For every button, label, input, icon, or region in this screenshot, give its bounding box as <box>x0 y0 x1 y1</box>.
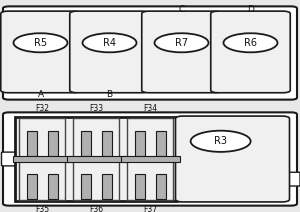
Bar <box>156 174 166 199</box>
Bar <box>135 174 145 199</box>
Bar <box>135 131 145 156</box>
Text: F32: F32 <box>35 105 49 113</box>
FancyBboxPatch shape <box>1 11 80 93</box>
Bar <box>19 118 65 200</box>
Text: D: D <box>247 5 254 14</box>
Text: R6: R6 <box>244 38 257 48</box>
Bar <box>27 131 37 156</box>
Bar <box>81 174 91 199</box>
Circle shape <box>82 33 136 52</box>
FancyBboxPatch shape <box>285 172 300 186</box>
Bar <box>73 118 119 200</box>
Text: F34: F34 <box>143 105 157 113</box>
FancyBboxPatch shape <box>15 117 177 201</box>
Bar <box>127 118 173 200</box>
FancyBboxPatch shape <box>3 6 297 100</box>
Text: F35: F35 <box>35 205 49 212</box>
Circle shape <box>154 33 208 52</box>
Bar <box>102 174 112 199</box>
FancyBboxPatch shape <box>142 11 221 93</box>
FancyBboxPatch shape <box>176 116 290 202</box>
Circle shape <box>190 131 250 152</box>
Text: F36: F36 <box>89 205 103 212</box>
Text: R5: R5 <box>34 38 47 48</box>
Circle shape <box>14 33 68 52</box>
Bar <box>102 131 112 156</box>
Bar <box>27 174 37 199</box>
Bar <box>81 131 91 156</box>
Text: F37: F37 <box>143 205 157 212</box>
Circle shape <box>224 33 278 52</box>
Text: R3: R3 <box>214 136 227 146</box>
Text: B: B <box>106 90 112 99</box>
Text: R4: R4 <box>103 38 116 48</box>
Bar <box>156 131 166 156</box>
Text: A: A <box>38 90 44 99</box>
FancyBboxPatch shape <box>3 112 297 206</box>
Bar <box>121 156 180 162</box>
Text: C: C <box>178 5 184 14</box>
FancyBboxPatch shape <box>2 152 16 166</box>
Bar <box>48 131 58 156</box>
FancyBboxPatch shape <box>2 46 16 60</box>
Text: F33: F33 <box>89 105 103 113</box>
Text: R7: R7 <box>175 38 188 48</box>
FancyBboxPatch shape <box>70 11 149 93</box>
FancyBboxPatch shape <box>211 11 290 93</box>
Bar <box>48 174 58 199</box>
Bar <box>13 156 72 162</box>
Bar <box>67 156 126 162</box>
